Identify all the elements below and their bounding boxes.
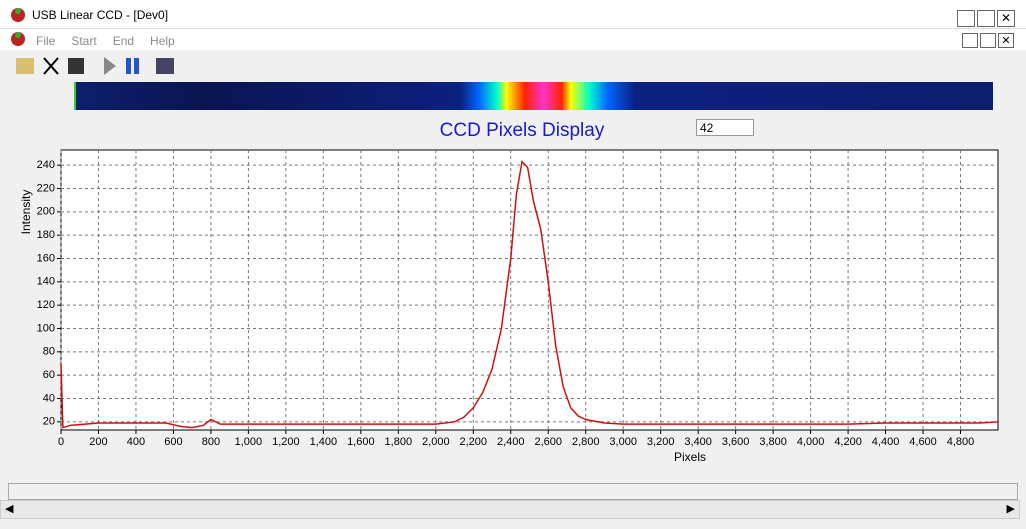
x-tick-label: 1,000 — [235, 436, 263, 448]
y-tick-label: 240 — [37, 159, 55, 171]
app-icon — [11, 8, 25, 22]
title-bar: USB Linear CCD - [Dev0] ✕ — [0, 0, 1026, 29]
x-tick-label: 3,800 — [759, 436, 787, 448]
x-tick-label: 4,000 — [797, 436, 825, 448]
x-tick-label: 1,600 — [347, 436, 375, 448]
child-minimize[interactable] — [962, 33, 978, 48]
y-tick-label: 120 — [37, 299, 55, 311]
menu-item[interactable]: Start — [71, 34, 97, 48]
menu-item[interactable]: File — [36, 34, 56, 48]
x-tick-label: 1,400 — [310, 436, 338, 448]
pause-button-bar — [134, 58, 139, 74]
x-tick-label: 3,000 — [609, 436, 637, 448]
y-tick-label: 160 — [37, 252, 55, 264]
x-tick-label: 4,200 — [834, 436, 862, 448]
y-tick-label: 80 — [43, 346, 55, 358]
x-tick-label: 2,800 — [572, 436, 600, 448]
x-tick-label: 4,400 — [872, 436, 900, 448]
y-axis-label: Intensity — [19, 190, 33, 235]
chart-title: CCD Pixels Display — [440, 120, 605, 141]
x-tick-label: 2,600 — [534, 436, 562, 448]
x-tick-label: 4,600 — [909, 436, 937, 448]
x-tick-label: 3,600 — [722, 436, 750, 448]
x-tick-label: 2,200 — [460, 436, 488, 448]
y-tick-label: 140 — [37, 276, 55, 288]
y-tick-label: 20 — [43, 416, 55, 428]
status-bar — [8, 483, 1018, 500]
pause-button[interactable] — [126, 58, 131, 74]
y-tick-label: 40 — [43, 392, 55, 404]
menu-bar: File Start End Help ✕ — [0, 29, 1026, 50]
settings-button[interactable] — [156, 58, 174, 74]
x-axis-label: Pixels — [674, 450, 706, 464]
x-tick-label: 200 — [89, 436, 107, 448]
open-button[interactable] — [16, 58, 34, 74]
window-title: USB Linear CCD - [Dev0] — [32, 8, 169, 22]
minimize-button[interactable] — [957, 10, 975, 27]
y-tick-label: 200 — [37, 206, 55, 218]
clear-button[interactable] — [43, 57, 59, 75]
horizontal-scrollbar[interactable]: ◀ ▶ — [0, 500, 1020, 519]
x-tick-label: 2,400 — [497, 436, 525, 448]
y-tick-label: 220 — [37, 182, 55, 194]
x-tick-label: 1,800 — [385, 436, 413, 448]
text-input[interactable]: 42 — [696, 119, 754, 136]
x-tick-label: 3,400 — [684, 436, 712, 448]
spectrum-strip — [74, 82, 993, 110]
plot-area — [60, 149, 999, 431]
x-tick-label: 600 — [164, 436, 182, 448]
maximize-button[interactable] — [977, 10, 995, 27]
menu-item[interactable]: End — [112, 34, 135, 48]
y-tick-label: 60 — [43, 369, 55, 381]
x-tick-label: 3,200 — [647, 436, 675, 448]
app-icon — [11, 32, 25, 46]
close-button[interactable]: ✕ — [997, 10, 1015, 27]
x-tick-label: 800 — [202, 436, 220, 448]
chart: CCD Pixels Display Pixels Intensity 20 40… — [19, 120, 999, 464]
data-line — [60, 160, 999, 429]
y-tick-label: 100 — [37, 322, 55, 334]
x-tick-label: 2,000 — [422, 436, 450, 448]
save-button[interactable] — [68, 58, 84, 74]
child-restore[interactable] — [980, 33, 996, 48]
x-tick-label: 400 — [127, 436, 145, 448]
child-close[interactable]: ✕ — [998, 33, 1014, 48]
x-tick-label: 4,800 — [947, 436, 975, 448]
x-tick-label: 0 — [58, 436, 64, 448]
toolbar — [16, 57, 174, 75]
menu-item[interactable]: Help — [150, 34, 175, 48]
start-button[interactable] — [104, 57, 116, 75]
x-tick-label: 1,200 — [272, 436, 300, 448]
y-tick-label: 180 — [37, 229, 55, 241]
